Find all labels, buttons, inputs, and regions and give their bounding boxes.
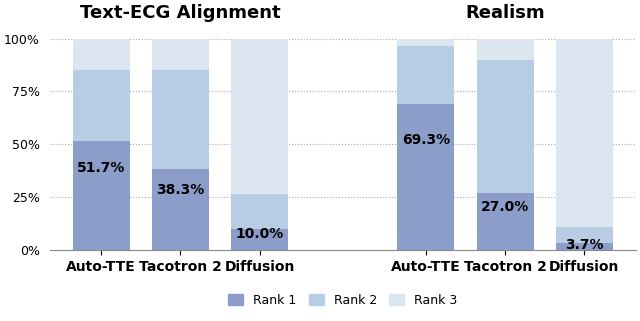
Bar [73,39,130,70]
Bar [152,169,209,250]
Bar [477,39,534,60]
Bar [477,60,534,193]
Bar [556,227,613,243]
Bar [397,46,454,104]
Bar [477,193,534,250]
Text: 10.0%: 10.0% [236,228,284,241]
Text: 69.3%: 69.3% [402,133,450,147]
Bar [231,39,288,194]
Bar [231,229,288,250]
Text: 27.0%: 27.0% [481,201,529,214]
Bar [397,104,454,250]
Bar [397,39,454,46]
Bar [73,70,130,141]
Bar [73,141,130,250]
Text: 51.7%: 51.7% [77,161,125,175]
Text: Text-ECG Alignment: Text-ECG Alignment [80,4,281,22]
Bar [152,70,209,169]
Legend: Rank 1, Rank 2, Rank 3: Rank 1, Rank 2, Rank 3 [223,289,463,312]
Text: 3.7%: 3.7% [565,238,604,251]
Text: Realism: Realism [465,4,545,22]
Bar [556,39,613,227]
Bar [231,194,288,229]
Bar [556,243,613,250]
Bar [152,39,209,70]
Text: 38.3%: 38.3% [156,183,205,196]
